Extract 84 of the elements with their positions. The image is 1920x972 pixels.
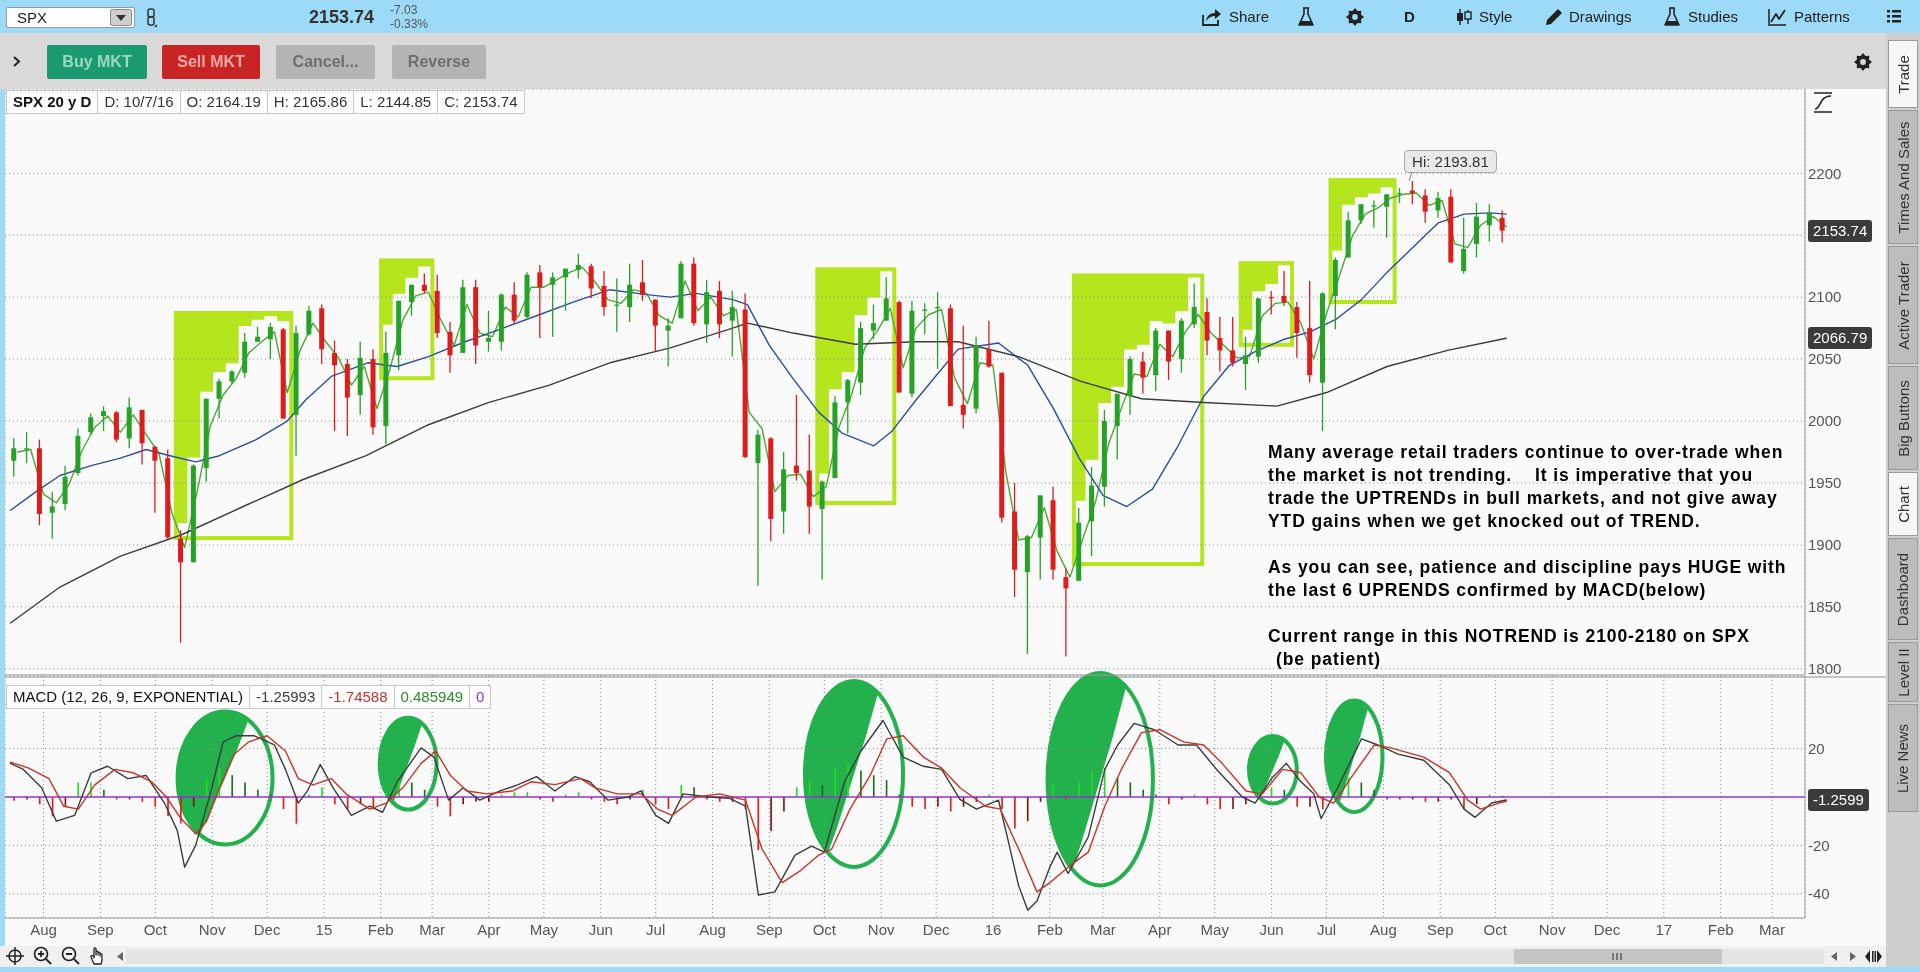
y-tick-label: -20 [1808, 836, 1830, 854]
annotation: L: 2144.85 [360, 93, 432, 110]
x-tick-label: Jun [1259, 920, 1284, 938]
text: 2153.74 [309, 7, 375, 27]
button: Sell MKT [162, 45, 260, 79]
x-tick-label: Oct [1483, 920, 1508, 938]
tab: Dashboard [1888, 538, 1918, 640]
y-tick-label: -40 [1808, 885, 1830, 903]
x-tick-label: Dec [253, 920, 281, 938]
y-tick-label: 2100 [1808, 288, 1842, 306]
x-tick-label: Dec [922, 920, 950, 938]
text: D [1404, 8, 1415, 25]
x-tick-label: Apr [1148, 920, 1172, 938]
chart-title: SPX 20 y D [13, 93, 92, 110]
x-tick-label: 17 [1655, 920, 1673, 938]
x-tick-label: Dec [1593, 920, 1621, 938]
x-tick-label: Oct [812, 920, 837, 938]
callout: Hi: 2193.81 [1404, 149, 1497, 181]
y-tick-label: 2000 [1808, 412, 1842, 430]
x-tick-label: Sep [756, 920, 783, 938]
tab: Active Trader [1888, 246, 1918, 364]
x-tick-label: Jul [1316, 920, 1337, 938]
x-tick-label: Jun [588, 920, 613, 938]
tab: Chart [1888, 472, 1918, 536]
x-tick-label: Feb [367, 920, 394, 938]
y-tick-label: 1900 [1808, 536, 1842, 554]
x-tick-label: Sep [1426, 920, 1454, 938]
x-tick-label: May [529, 920, 559, 938]
x-tick-label: Nov [1538, 920, 1566, 938]
annotation: H: 2165.86 [273, 93, 348, 110]
x-tick-label: Mar [419, 920, 446, 938]
x-tick-label: May [1200, 920, 1230, 938]
button: Cancel... [276, 45, 375, 79]
text: -1.25993 [256, 688, 316, 705]
annotation: C: 2153.74 [444, 93, 518, 110]
tab: Live News [1888, 704, 1918, 812]
tag: 2066.79 [1808, 327, 1873, 350]
button: Buy MKT [47, 45, 147, 79]
x-tick-label: Sep [86, 920, 114, 938]
text: Style [1479, 8, 1513, 25]
text: Drawings [1569, 8, 1632, 25]
button: Reverse [392, 45, 486, 79]
x-tick-label: Nov [867, 920, 895, 938]
text: -0.33% [390, 17, 429, 31]
x-tick-label: Feb [1707, 920, 1734, 938]
x-tick-label: Aug [30, 920, 57, 938]
text: -1.74588 [328, 688, 388, 705]
y-tick-label: 1850 [1808, 598, 1842, 616]
annotation: O: 2164.19 [186, 93, 261, 110]
text: Share [1229, 8, 1270, 25]
y-tick-label: 2050 [1808, 350, 1842, 368]
x-tick-label: Feb [1036, 920, 1063, 938]
tab: Trade [1888, 40, 1918, 108]
x-tick-label: Nov [198, 920, 226, 938]
x-tick-label: Aug [1370, 920, 1397, 938]
annotation: Hi: 2193.81 [1412, 152, 1489, 170]
annotation: Many average retail traders continue to over-trade when the market is not trending. It is imperative that you trade the UPTRENDs in bull markets, and not give away YTD gains when we get knocked out of TREND. [1268, 442, 1785, 531]
annotation: As you can see, patience and discipline pays HUGE with the last 6 UPRENDS confirmed by MACD(below) [1268, 557, 1788, 600]
tag: -1.2599 [1808, 789, 1869, 812]
y-tick-label: 1800 [1808, 660, 1842, 678]
annotation: Current range in this NOTREND is 2100-2180 on SPX [1268, 626, 1750, 646]
tag: 2153.74 [1808, 219, 1873, 242]
x-tick-label: 16 [984, 920, 1002, 938]
text: -7.03 [390, 3, 418, 17]
y-tick-label: 1950 [1808, 474, 1842, 492]
tab: Times And Sales [1888, 110, 1918, 244]
x-tick-label: Mar [1090, 920, 1116, 938]
text: Patterns [1794, 8, 1850, 25]
tab: Level II [1888, 642, 1918, 702]
ref-line-label: 0 [476, 688, 485, 705]
x-tick-label: Mar [1759, 920, 1785, 938]
y-tick-label: 2200 [1808, 164, 1842, 182]
annotation: D: 10/7/16 [104, 93, 174, 110]
text: 0.485949 [400, 688, 464, 705]
x-tick-label: Jul [646, 920, 666, 938]
x-tick-label: Apr [477, 920, 501, 938]
x-tick-label: Oct [143, 920, 168, 938]
tab: Big Buttons [1888, 366, 1918, 470]
annotation: (be patient) [1276, 649, 1382, 669]
text: Studies [1688, 8, 1739, 25]
y-tick-label: 20 [1808, 739, 1825, 757]
x-tick-label: 15 [315, 920, 333, 938]
text: MACD (12, 26, 9, EXPONENTIAL) [13, 688, 244, 705]
x-tick-label: Aug [699, 920, 726, 938]
